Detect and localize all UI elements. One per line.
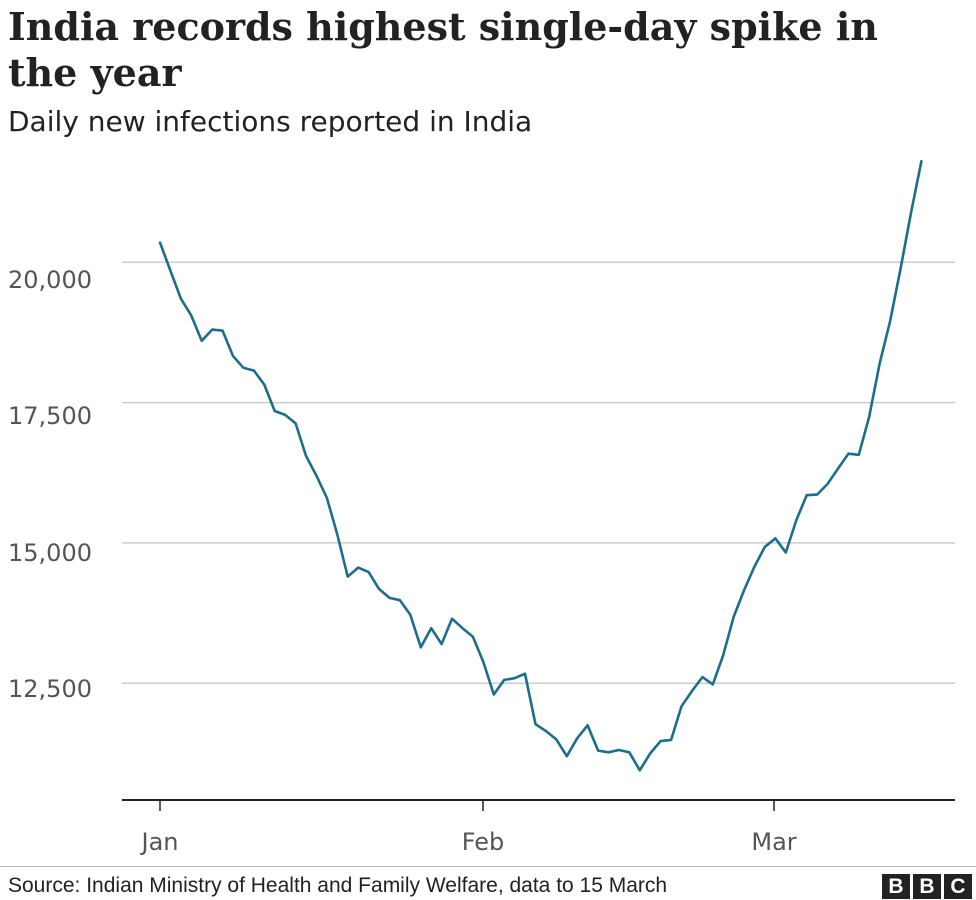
y-tick-label: 15,000: [8, 539, 92, 567]
gridlines: [122, 261, 955, 684]
chart-title: India records highest single-day spike i…: [8, 4, 878, 95]
source-note: Source: Indian Ministry of Health and Fa…: [8, 874, 668, 897]
bbc-logo-letter: C: [944, 874, 972, 899]
x-axis-ticks: Jan Feb Mar: [140, 800, 797, 856]
series-line-daily-infections: [158, 159, 923, 772]
bbc-logo-letter: B: [882, 874, 910, 899]
bbc-logo-letter: B: [913, 874, 941, 899]
y-tick-label: 17,500: [8, 402, 92, 430]
y-tick-label: 12,500: [8, 675, 92, 703]
y-axis-tick-labels: 20,000 17,500 15,000 12,500: [8, 266, 92, 703]
x-tick-label: Jan: [140, 828, 179, 856]
y-tick-label: 20,000: [8, 266, 92, 294]
footer-divider: [0, 866, 976, 867]
x-tick-label: Mar: [751, 828, 796, 856]
line-chart: 20,000 17,500 15,000 12,500 Jan Feb Mar: [8, 159, 955, 856]
x-tick-label: Feb: [462, 828, 505, 856]
bbc-logo: B B C: [882, 874, 972, 899]
chart-subtitle: Daily new infections reported in India: [8, 105, 533, 138]
